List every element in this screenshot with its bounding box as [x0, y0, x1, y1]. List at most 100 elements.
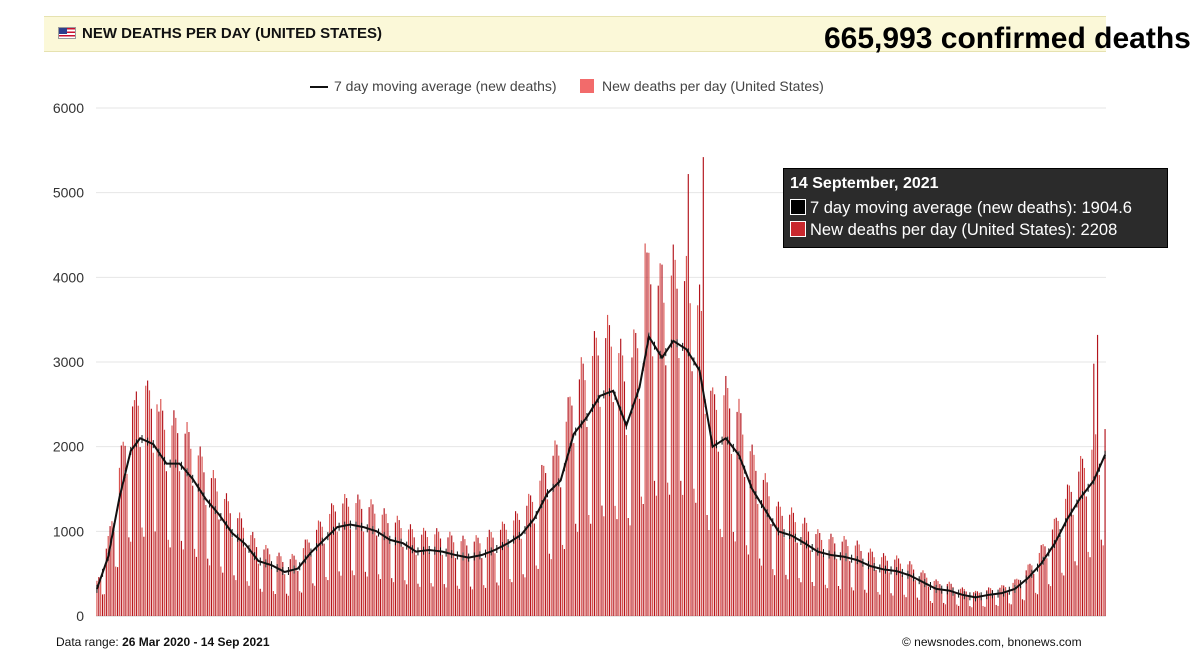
daily-deaths-bar: [248, 585, 250, 616]
daily-deaths-bar: [237, 518, 239, 616]
daily-deaths-bar: [802, 523, 804, 616]
daily-deaths-bar: [616, 519, 618, 616]
daily-deaths-bar: [531, 501, 534, 616]
daily-deaths-bar: [606, 314, 609, 616]
daily-deaths-bar: [678, 358, 680, 616]
daily-deaths-bar: [147, 380, 149, 616]
daily-deaths-bar: [359, 499, 361, 616]
legend-item-moving-average[interactable]: 7 day moving average (new deaths): [310, 78, 557, 94]
daily-deaths-bar: [546, 499, 549, 616]
daily-deaths-bar: [329, 513, 331, 616]
daily-deaths-bar: [999, 587, 1001, 616]
daily-deaths-bar: [1021, 599, 1024, 616]
daily-deaths-bar: [963, 588, 965, 616]
daily-deaths-bar: [295, 559, 297, 616]
daily-deaths-bar: [794, 522, 796, 616]
daily-deaths-bar: [468, 560, 470, 616]
daily-deaths-bar: [537, 568, 539, 616]
daily-deaths-bar: [650, 284, 652, 616]
daily-deaths-bar: [225, 493, 228, 616]
daily-deaths-bar: [950, 583, 952, 616]
legend-item-daily-deaths[interactable]: New deaths per day (United States): [580, 78, 824, 94]
daily-deaths-bar: [858, 544, 860, 616]
daily-deaths-bar: [137, 405, 139, 616]
daily-deaths-bar: [663, 302, 665, 616]
daily-deaths-bar: [184, 433, 186, 616]
daily-deaths-bar: [980, 597, 982, 616]
us-flag-icon: [58, 27, 76, 39]
daily-deaths-bar: [424, 530, 427, 616]
daily-deaths-bar: [192, 485, 194, 616]
daily-deaths-bar: [426, 537, 428, 616]
daily-deaths-bar: [770, 524, 772, 616]
daily-deaths-bar: [227, 501, 229, 616]
daily-deaths-bar: [894, 559, 896, 616]
daily-deaths-bar: [524, 577, 526, 616]
daily-deaths-bar: [588, 515, 590, 616]
daily-deaths-bar: [173, 410, 175, 616]
daily-deaths-bar: [1053, 518, 1055, 616]
daily-deaths-bar: [603, 516, 605, 616]
daily-deaths-bar: [513, 520, 515, 616]
daily-deaths-bar: [881, 557, 883, 616]
daily-deaths-bar: [959, 588, 962, 616]
daily-deaths-bar: [545, 473, 547, 616]
daily-deaths-bar: [201, 456, 203, 616]
daily-deaths-bar: [460, 541, 462, 616]
daily-deaths-bar: [391, 578, 393, 616]
daily-deaths-bar: [777, 501, 779, 616]
daily-deaths-bar: [610, 346, 612, 616]
daily-deaths-bar: [449, 531, 451, 616]
daily-deaths-bar: [710, 390, 712, 616]
daily-deaths-bar: [1001, 585, 1003, 616]
daily-deaths-bar: [291, 553, 293, 616]
daily-deaths-bar: [115, 566, 117, 616]
daily-deaths-bar: [120, 445, 122, 616]
daily-deaths-bar: [494, 553, 496, 616]
daily-deaths-bar: [417, 583, 419, 616]
daily-deaths-bar: [657, 285, 659, 616]
daily-deaths-bar: [633, 329, 635, 616]
daily-deaths-bar: [792, 512, 794, 616]
daily-deaths-bar: [492, 537, 494, 616]
daily-deaths-bar: [729, 408, 731, 616]
daily-deaths-bar: [1036, 594, 1039, 616]
daily-deaths-bar: [438, 531, 440, 616]
daily-deaths-bar: [685, 255, 687, 616]
daily-deaths-bar: [126, 473, 128, 616]
daily-deaths-bar: [862, 565, 864, 616]
daily-deaths-bar: [312, 583, 314, 616]
daily-deaths-bar: [944, 604, 947, 616]
daily-deaths-bar: [454, 558, 457, 616]
daily-deaths-bar: [432, 586, 434, 616]
daily-deaths-bar: [864, 589, 866, 616]
daily-deaths-bar: [332, 505, 335, 616]
daily-deaths-bar: [242, 527, 244, 616]
daily-deaths-bar: [392, 582, 395, 616]
daily-deaths-bar: [434, 534, 436, 616]
daily-deaths-bar: [1020, 585, 1022, 616]
daily-deaths-bar: [556, 444, 558, 616]
daily-deaths-bar: [421, 534, 423, 616]
daily-deaths-bar: [411, 529, 413, 616]
daily-deaths-bar: [928, 586, 930, 616]
daily-deaths-bar: [798, 577, 800, 616]
daily-deaths-bar: [882, 553, 885, 616]
daily-deaths-bar: [854, 545, 856, 616]
daily-deaths-bar: [1025, 570, 1027, 616]
daily-deaths-bar: [625, 435, 627, 616]
daily-deaths-bar: [349, 529, 351, 616]
daily-deaths-bar: [668, 494, 671, 616]
daily-deaths-bar: [479, 543, 481, 616]
daily-deaths-bar: [790, 507, 793, 616]
daily-deaths-bar: [847, 546, 849, 616]
daily-deaths-bar: [250, 535, 252, 616]
daily-deaths-bar: [171, 425, 173, 616]
daily-deaths-bar: [327, 580, 329, 616]
daily-deaths-bar: [456, 585, 458, 616]
daily-deaths-bar: [505, 529, 507, 616]
daily-deaths-bar: [143, 536, 145, 616]
daily-deaths-bar: [804, 517, 806, 616]
daily-deaths-bar: [263, 549, 265, 616]
